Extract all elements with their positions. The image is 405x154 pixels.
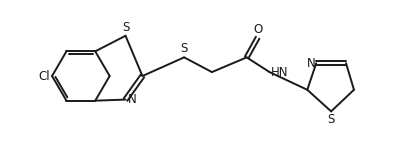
Text: HN: HN [270, 66, 287, 79]
Text: N: N [127, 93, 136, 106]
Text: O: O [252, 23, 262, 36]
Text: S: S [122, 21, 129, 34]
Text: S: S [180, 42, 188, 55]
Text: N: N [306, 57, 314, 70]
Text: S: S [326, 113, 334, 126]
Text: Cl: Cl [38, 69, 50, 83]
